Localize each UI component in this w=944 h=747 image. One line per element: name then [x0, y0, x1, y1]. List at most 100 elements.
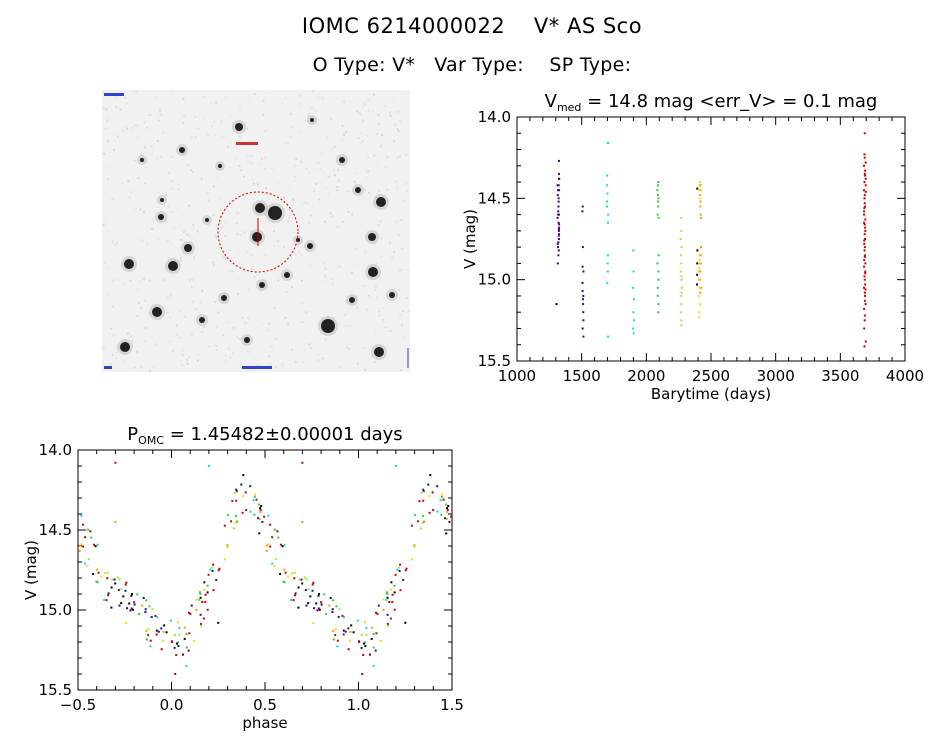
finder-noise [183, 315, 186, 318]
data-point [86, 565, 89, 568]
finder-noise [361, 140, 364, 143]
data-point [187, 649, 190, 652]
data-point [258, 532, 261, 535]
data-point [863, 197, 866, 200]
finder-noise [269, 342, 272, 345]
finder-noise [403, 306, 406, 309]
data-point [338, 608, 341, 611]
finder-noise [404, 159, 407, 162]
data-point [78, 549, 81, 552]
data-point [680, 246, 683, 249]
finder-noise [228, 249, 231, 251]
finder-noise [119, 108, 122, 111]
finder-noise [140, 209, 143, 212]
data-point [163, 624, 166, 627]
finder-noise [270, 345, 273, 348]
finder-noise [176, 325, 179, 328]
data-point [342, 629, 345, 632]
data-point [607, 142, 609, 144]
finder-noise [364, 250, 367, 253]
data-point [332, 630, 335, 632]
data-point [274, 558, 277, 561]
finder-noise [136, 231, 139, 234]
finder-noise [234, 144, 237, 147]
finder-star [252, 232, 262, 242]
finder-noise [150, 145, 153, 148]
data-point [103, 599, 106, 601]
finder-noise [226, 252, 229, 255]
finder-noise [137, 273, 140, 276]
finder-noise [366, 176, 369, 179]
finder-noise [131, 359, 134, 362]
finder-noise [387, 304, 390, 307]
finder-noise [345, 369, 348, 372]
finder-noise [364, 189, 367, 192]
finder-noise [300, 302, 303, 305]
data-point [293, 577, 296, 580]
finder-noise [135, 134, 138, 137]
data-point [313, 607, 315, 610]
data-point [177, 621, 179, 624]
data-point [699, 181, 701, 184]
finder-noise [377, 114, 380, 117]
finder-noise [107, 115, 110, 117]
finder-noise [366, 352, 369, 355]
finder-noise [172, 275, 175, 278]
finder-noise [399, 313, 401, 316]
x-tick-label: 3500 [821, 367, 859, 385]
data-point [118, 604, 121, 607]
data-point [253, 495, 256, 498]
data-point [372, 646, 375, 649]
data-point [258, 518, 261, 520]
finder-noise [376, 296, 379, 299]
finder-noise [287, 188, 290, 191]
finder-noise [168, 340, 171, 343]
finder-noise [104, 127, 107, 130]
finder-noise [220, 120, 223, 123]
finder-noise [236, 249, 239, 252]
finder-noise [341, 138, 344, 141]
finder-noise [384, 326, 387, 329]
data-point [265, 544, 268, 547]
data-point [193, 640, 196, 642]
finder-noise [399, 120, 402, 123]
finder-noise [106, 266, 109, 269]
data-point [382, 609, 385, 611]
finder-noise [111, 198, 114, 201]
data-point [200, 625, 203, 627]
data-point [657, 216, 660, 219]
data-point [606, 184, 609, 187]
data-point [328, 604, 331, 607]
data-point [632, 249, 635, 252]
data-point [335, 605, 338, 608]
data-point [680, 262, 683, 265]
y-tick-label: 15.0 [39, 601, 72, 619]
finder-noise [380, 142, 383, 145]
data-point [234, 522, 237, 524]
data-point [607, 213, 610, 216]
finder-noise [319, 169, 322, 172]
finder-noise [115, 106, 118, 109]
finder-noise [382, 318, 385, 321]
data-point [656, 194, 659, 197]
finder-noise [250, 155, 253, 158]
finder-noise [246, 127, 249, 130]
data-point [699, 213, 702, 216]
data-point [126, 607, 128, 610]
data-point [96, 581, 99, 584]
finder-noise [287, 323, 290, 326]
finder-noise [114, 139, 117, 142]
finder-noise [268, 322, 271, 325]
finder-noise [378, 212, 381, 215]
data-point [249, 510, 252, 513]
finder-noise [276, 182, 279, 185]
finder-noise [235, 212, 238, 215]
finder-noise [285, 207, 288, 210]
data-point [331, 608, 334, 611]
finder-star [199, 317, 205, 323]
data-point [428, 511, 431, 514]
finder-noise [117, 135, 119, 138]
data-point [393, 584, 396, 587]
finder-noise [171, 180, 174, 183]
data-point [107, 592, 110, 595]
